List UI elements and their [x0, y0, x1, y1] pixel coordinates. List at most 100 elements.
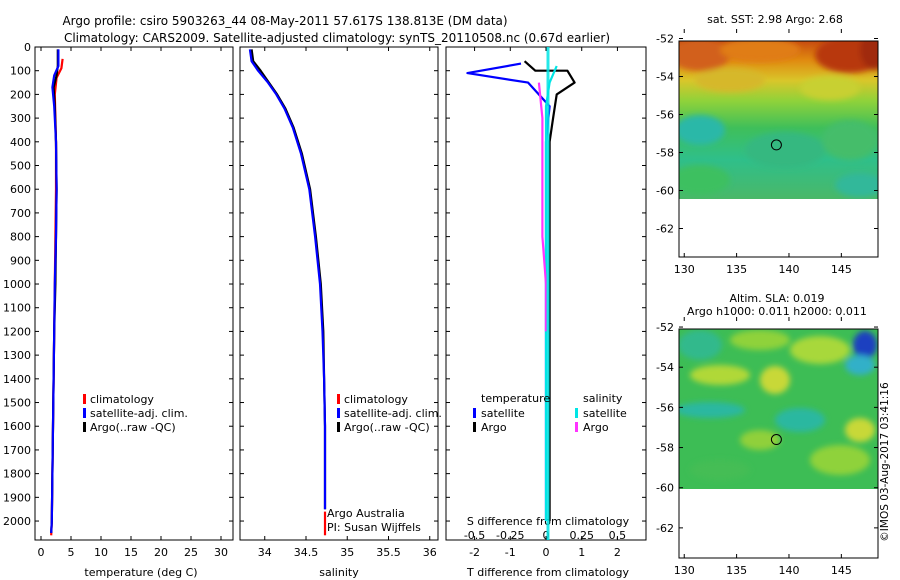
salinity-xlabel: salinity: [319, 566, 359, 579]
y-tick-label: 800: [10, 231, 31, 244]
title-line-2: Climatology: CARS2009. Satellite-adjuste…: [64, 31, 610, 45]
series-line-satellite-adj-clim-: [248, 49, 327, 510]
x-tick-label: 36: [423, 546, 437, 559]
map-x-tick-label: 140: [778, 564, 799, 577]
legend-s-satellite: satellite: [583, 407, 627, 420]
legend-t-satellite: satellite: [481, 407, 525, 420]
legend-satellite: satellite-adj. clim.: [344, 407, 442, 420]
y-tick-label: 1800: [3, 468, 31, 481]
map-x-tick-label: 130: [674, 263, 695, 276]
sla-map-frame: [678, 328, 879, 559]
t-difference-x-ticks: -2 -1 0 1 2: [469, 47, 621, 559]
x-tick-label: 15: [124, 546, 138, 559]
y-tick-label: 1300: [3, 349, 31, 362]
legend-argo: Argo(..raw -QC): [90, 421, 176, 434]
s-tick-label: 0.5: [609, 529, 627, 542]
sst-heatmap: [679, 41, 878, 199]
salinity-legend: climatology satellite-adj. clim. Argo(..…: [337, 393, 442, 434]
credit-program: Argo Australia: [327, 507, 405, 520]
y-tick-label: 100: [10, 65, 31, 78]
map-y-tick-label: -56: [656, 401, 674, 414]
temperature-series: [50, 49, 64, 536]
x-tick-label: 34: [258, 546, 272, 559]
legend-swatch-argo: [83, 422, 86, 432]
map-y-tick-label: -52: [656, 33, 674, 46]
s-tick-label: -0.5: [464, 529, 485, 542]
sla-map-subtitle: Argo h1000: 0.011 h2000: 0.011: [687, 305, 867, 318]
temperature-axes: [34, 46, 234, 541]
legend-swatch-satellite: [83, 408, 86, 418]
map-y-tick-label: -60: [656, 185, 674, 198]
y-tick-label: 1600: [3, 420, 31, 433]
sst-map-frame: [678, 40, 879, 258]
series-line-t-satellite: [466, 62, 551, 521]
legend-swatch-t-argo: [473, 422, 476, 432]
x-tick-label: 0: [543, 546, 550, 559]
legend-swatch-satellite: [337, 408, 340, 418]
difference-depth-ticks: [446, 46, 646, 522]
y-tick-label: 500: [10, 160, 31, 173]
sla-map-ticks: 130 135 140 145 -52 -54 -56 -58 -60 -62: [656, 317, 878, 577]
difference-series: [466, 60, 576, 521]
series-line-s-satellite: [544, 65, 558, 521]
legend-swatch-s-satellite: [575, 408, 578, 418]
map-y-tick-label: -62: [656, 223, 674, 236]
x-tick-label: 5: [68, 546, 75, 559]
legend-climatology: climatology: [344, 393, 408, 406]
map-y-tick-label: -52: [656, 321, 674, 334]
series-line-t-argo: [523, 60, 576, 521]
sst-profile-location: [770, 139, 782, 151]
map-x-tick-label: 140: [778, 263, 799, 276]
temperature-xlabel: temperature (deg C): [84, 566, 197, 579]
y-tick-label: 1000: [3, 278, 31, 291]
map-y-tick-label: -62: [656, 522, 674, 535]
x-tick-label: -1: [505, 546, 516, 559]
y-tick-label: 1400: [3, 373, 31, 386]
x-tick-label: -2: [469, 546, 480, 559]
sst-map-title: sat. SST: 2.98 Argo: 2.68: [707, 13, 843, 26]
sla-map-title: Altim. SLA: 0.019: [729, 292, 824, 305]
map-x-tick-label: 145: [831, 564, 852, 577]
x-tick-label: 20: [154, 546, 168, 559]
temperature-legend: climatology satellite-adj. clim. Argo(..…: [83, 393, 188, 434]
x-tick-label: 35: [340, 546, 354, 559]
map-x-tick-label: 135: [726, 564, 747, 577]
legend-argo: Argo(..raw -QC): [344, 421, 430, 434]
map-y-tick-label: -56: [656, 109, 674, 122]
y-tick-label: 1700: [3, 444, 31, 457]
credit-pi: PI: Susan Wijffels: [327, 521, 421, 534]
map-y-tick-label: -58: [656, 147, 674, 160]
map-y-tick-label: -58: [656, 442, 674, 455]
legend-temperature-title: temperature: [481, 392, 550, 405]
legend-climatology: climatology: [90, 393, 154, 406]
difference-legend: temperature salinity satellite Argo sate…: [473, 392, 627, 434]
y-tick-label: 400: [10, 136, 31, 149]
y-tick-label: 1100: [3, 302, 31, 315]
y-tick-label: 700: [10, 207, 31, 220]
t-difference-xlabel: T difference from climatology: [466, 566, 629, 579]
salinity-axes: [239, 46, 439, 541]
salinity-x-ticks: 34 34.5 35 35.5 36: [258, 47, 437, 559]
s-difference-x-ticks: -0.5 -0.25 0 0.25 0.5: [464, 529, 626, 542]
title-line-1: Argo profile: csiro 5903263_44 08-May-20…: [62, 14, 507, 28]
y-tick-label: 900: [10, 254, 31, 267]
x-tick-label: 10: [94, 546, 108, 559]
legend-swatch-climatology: [83, 394, 86, 404]
legend-s-argo: Argo: [583, 421, 609, 434]
y-tick-label: 600: [10, 183, 31, 196]
map-y-tick-label: -54: [656, 71, 674, 84]
salinity-depth-ticks: [240, 46, 438, 522]
y-tick-label: 0: [24, 41, 31, 54]
legend-t-argo: Argo: [481, 421, 507, 434]
series-line-satellite-adj-clim-: [50, 49, 60, 533]
y-tick-label: 1200: [3, 325, 31, 338]
series-line-s-argo: [537, 82, 548, 332]
legend-salinity-title: salinity: [583, 392, 623, 405]
x-tick-label: 34.5: [294, 546, 319, 559]
sla-profile-location: [770, 434, 782, 446]
x-tick-label: 25: [184, 546, 198, 559]
y-tick-label: 1900: [3, 491, 31, 504]
imos-stamp: ©IMOS 03-Aug-2017 03:41:16: [879, 382, 891, 542]
s-tick-label: 0.25: [569, 529, 594, 542]
